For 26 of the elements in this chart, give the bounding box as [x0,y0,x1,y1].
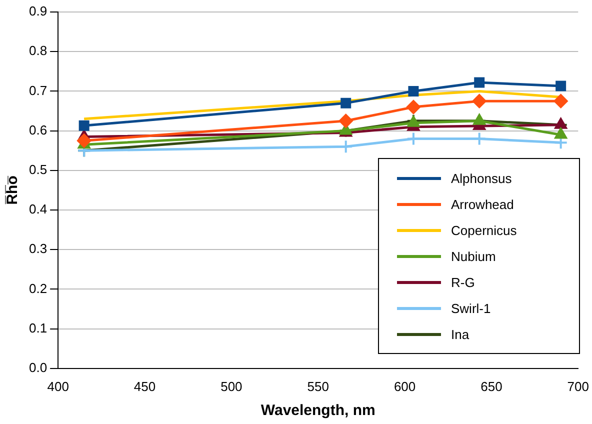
legend-label: Copernicus [451,222,517,238]
legend-label: Nubium [451,248,496,264]
x-axis-title: Wavelength, nm [260,402,376,420]
x-tick-label: 550 [307,378,329,394]
x-tick-label: 650 [480,378,502,394]
y-tick-label: 0.0 [28,360,48,375]
legend-label: R-G [451,274,475,290]
y-tick-label: 0.3 [28,241,48,256]
y-tick-label: 0.5 [28,162,48,177]
x-tick-label: 600 [394,378,416,394]
legend-label: Arrowhead [451,196,514,212]
legend-label: Swirl-1 [451,300,491,316]
y-tick-label: 0.4 [28,202,48,217]
y-tick-label: 0.1 [28,320,48,336]
y-tick-label: 0.6 [28,122,48,138]
x-tick-label: 400 [47,378,69,394]
x-tick-label: 700 [567,378,590,394]
x-tick-label: 450 [134,378,156,394]
x-tick-label: 500 [220,378,242,394]
y-tick-label: 0.2 [28,280,48,296]
y-axis-title: R̅h̅o̅ [4,175,22,205]
legend-label: Ina [451,326,470,342]
legend-label: Alphonsus [451,170,512,186]
y-tick-label: 0.7 [28,82,48,98]
y-tick-label: 0.9 [28,4,48,19]
y-tick-label: 0.8 [28,43,48,58]
